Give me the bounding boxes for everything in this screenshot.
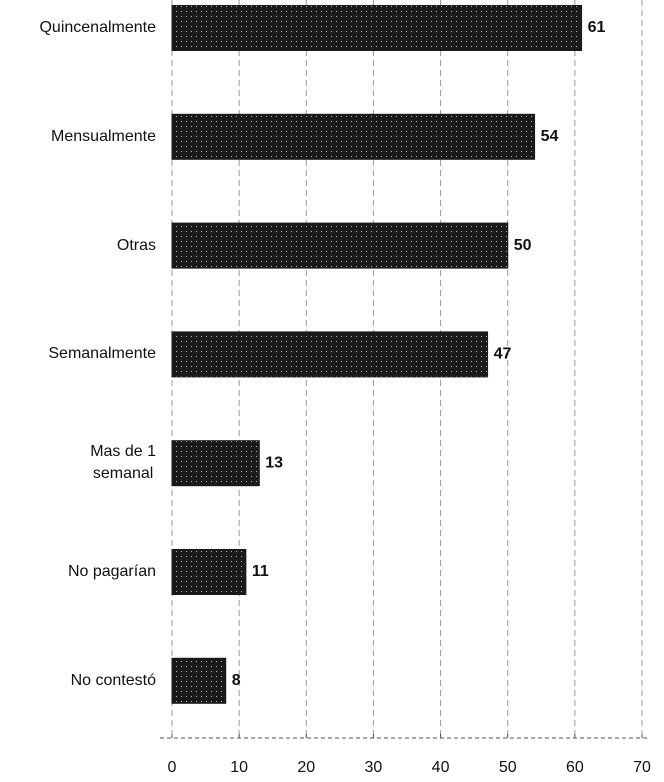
category-label: No pagarían <box>67 563 156 580</box>
x-tick-label: 10 <box>230 759 248 776</box>
x-tick-label: 60 <box>566 759 584 776</box>
x-tick-label: 40 <box>432 759 450 776</box>
category-label: Quincenalmente <box>39 19 156 36</box>
x-tick-label: 70 <box>633 759 651 776</box>
value-label: 47 <box>494 346 512 363</box>
bar <box>171 331 489 378</box>
value-label: 11 <box>252 563 269 580</box>
category-label: Semanalmente <box>48 345 156 363</box>
bar <box>171 222 509 269</box>
value-label: 61 <box>588 19 606 36</box>
value-label: 50 <box>514 237 532 254</box>
value-label: 54 <box>541 128 559 145</box>
value-label: 8 <box>232 672 241 689</box>
bar <box>171 657 227 704</box>
bar <box>171 113 536 160</box>
x-tick-label: 50 <box>499 759 517 776</box>
category-label: No contestó <box>70 671 156 689</box>
bar <box>171 440 260 487</box>
x-tick-label: 30 <box>365 759 383 776</box>
x-tick-label: 0 <box>168 759 177 776</box>
category-label: Mas de 1 semanal <box>90 443 156 483</box>
bar <box>171 549 247 595</box>
category-label: Mensualmente <box>51 127 156 145</box>
category-label: Otras <box>116 236 156 254</box>
x-tick-label: 20 <box>297 759 315 776</box>
value-label: 13 <box>265 454 283 471</box>
bar <box>171 5 583 51</box>
